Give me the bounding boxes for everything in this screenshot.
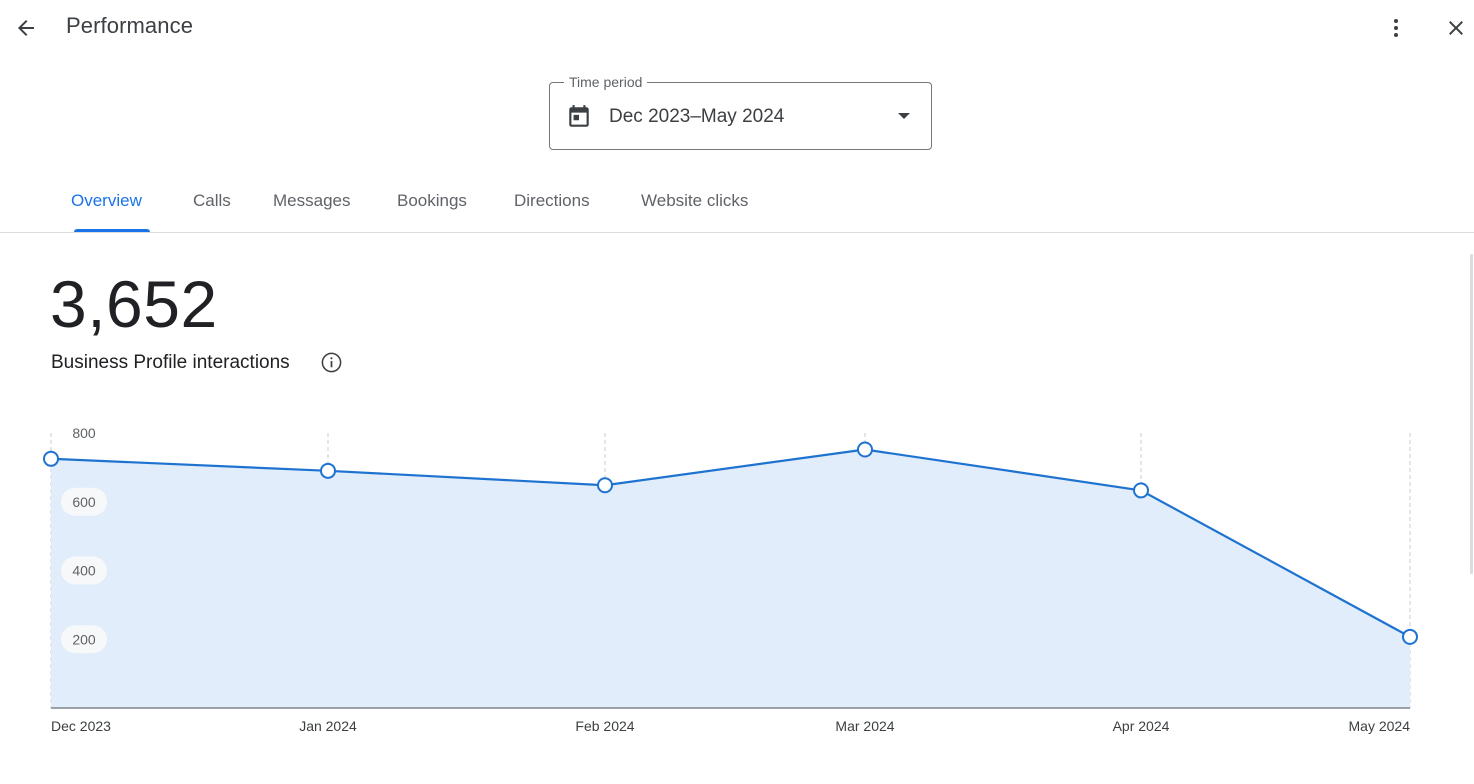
total-interactions-value: 3,652 xyxy=(50,267,218,341)
chart-series-line xyxy=(50,448,1411,638)
close-button[interactable] xyxy=(1436,8,1474,48)
time-period-label: Time period xyxy=(564,74,648,90)
data-point[interactable] xyxy=(320,462,336,479)
tab-website-clicks[interactable]: Website clicks xyxy=(641,191,749,210)
time-period-value: Dec 2023–May 2024 xyxy=(609,106,785,127)
x-tick-label: Feb 2024 xyxy=(575,718,634,734)
tab-directions[interactable]: Directions xyxy=(514,191,590,210)
x-tick-label: Jan 2024 xyxy=(299,718,357,734)
data-point[interactable] xyxy=(1402,628,1418,645)
tab-overview[interactable]: Overview xyxy=(71,191,142,210)
more-options-button[interactable] xyxy=(1376,8,1416,48)
active-tab-indicator xyxy=(74,229,150,232)
arrow-back-icon xyxy=(18,20,34,36)
y-tick-label: 200 xyxy=(72,631,96,647)
data-point[interactable] xyxy=(857,441,873,458)
tab-calls[interactable]: Calls xyxy=(193,191,231,210)
x-tick-label: Apr 2024 xyxy=(1113,718,1170,734)
header: Performance xyxy=(0,0,1474,56)
y-tick-label: 400 xyxy=(72,563,96,579)
tab-messages[interactable]: Messages xyxy=(273,191,351,210)
y-tick-label: 800 xyxy=(72,425,96,441)
more-vert-icon xyxy=(1394,19,1398,37)
data-point[interactable] xyxy=(597,477,613,494)
x-tick-label: Dec 2023 xyxy=(51,718,111,734)
back-button[interactable] xyxy=(6,8,46,48)
data-point[interactable] xyxy=(43,450,59,467)
chart-area-fill xyxy=(51,449,1410,708)
tab-bar: Overview Calls Messages Bookings Directi… xyxy=(0,176,1474,233)
x-tick-label: Mar 2024 xyxy=(835,718,894,734)
y-tick-pill xyxy=(61,487,107,516)
y-tick-pill xyxy=(61,625,107,654)
y-tick-pill xyxy=(61,556,107,585)
metric-label: Business Profile interactions xyxy=(51,352,290,373)
x-tick-label: May 2024 xyxy=(1349,718,1411,734)
close-icon xyxy=(1449,21,1463,35)
arrow-drop-down-icon xyxy=(898,113,910,119)
time-period-select[interactable]: Time period Dec 2023–May 2024 xyxy=(549,74,932,150)
y-tick-label: 600 xyxy=(72,494,96,510)
info-icon[interactable] xyxy=(320,351,343,374)
tab-bookings[interactable]: Bookings xyxy=(397,191,467,210)
data-point[interactable] xyxy=(1133,482,1149,499)
scrollbar[interactable] xyxy=(1470,254,1473,574)
page-title: Performance xyxy=(66,13,194,38)
calendar-icon xyxy=(569,105,589,127)
